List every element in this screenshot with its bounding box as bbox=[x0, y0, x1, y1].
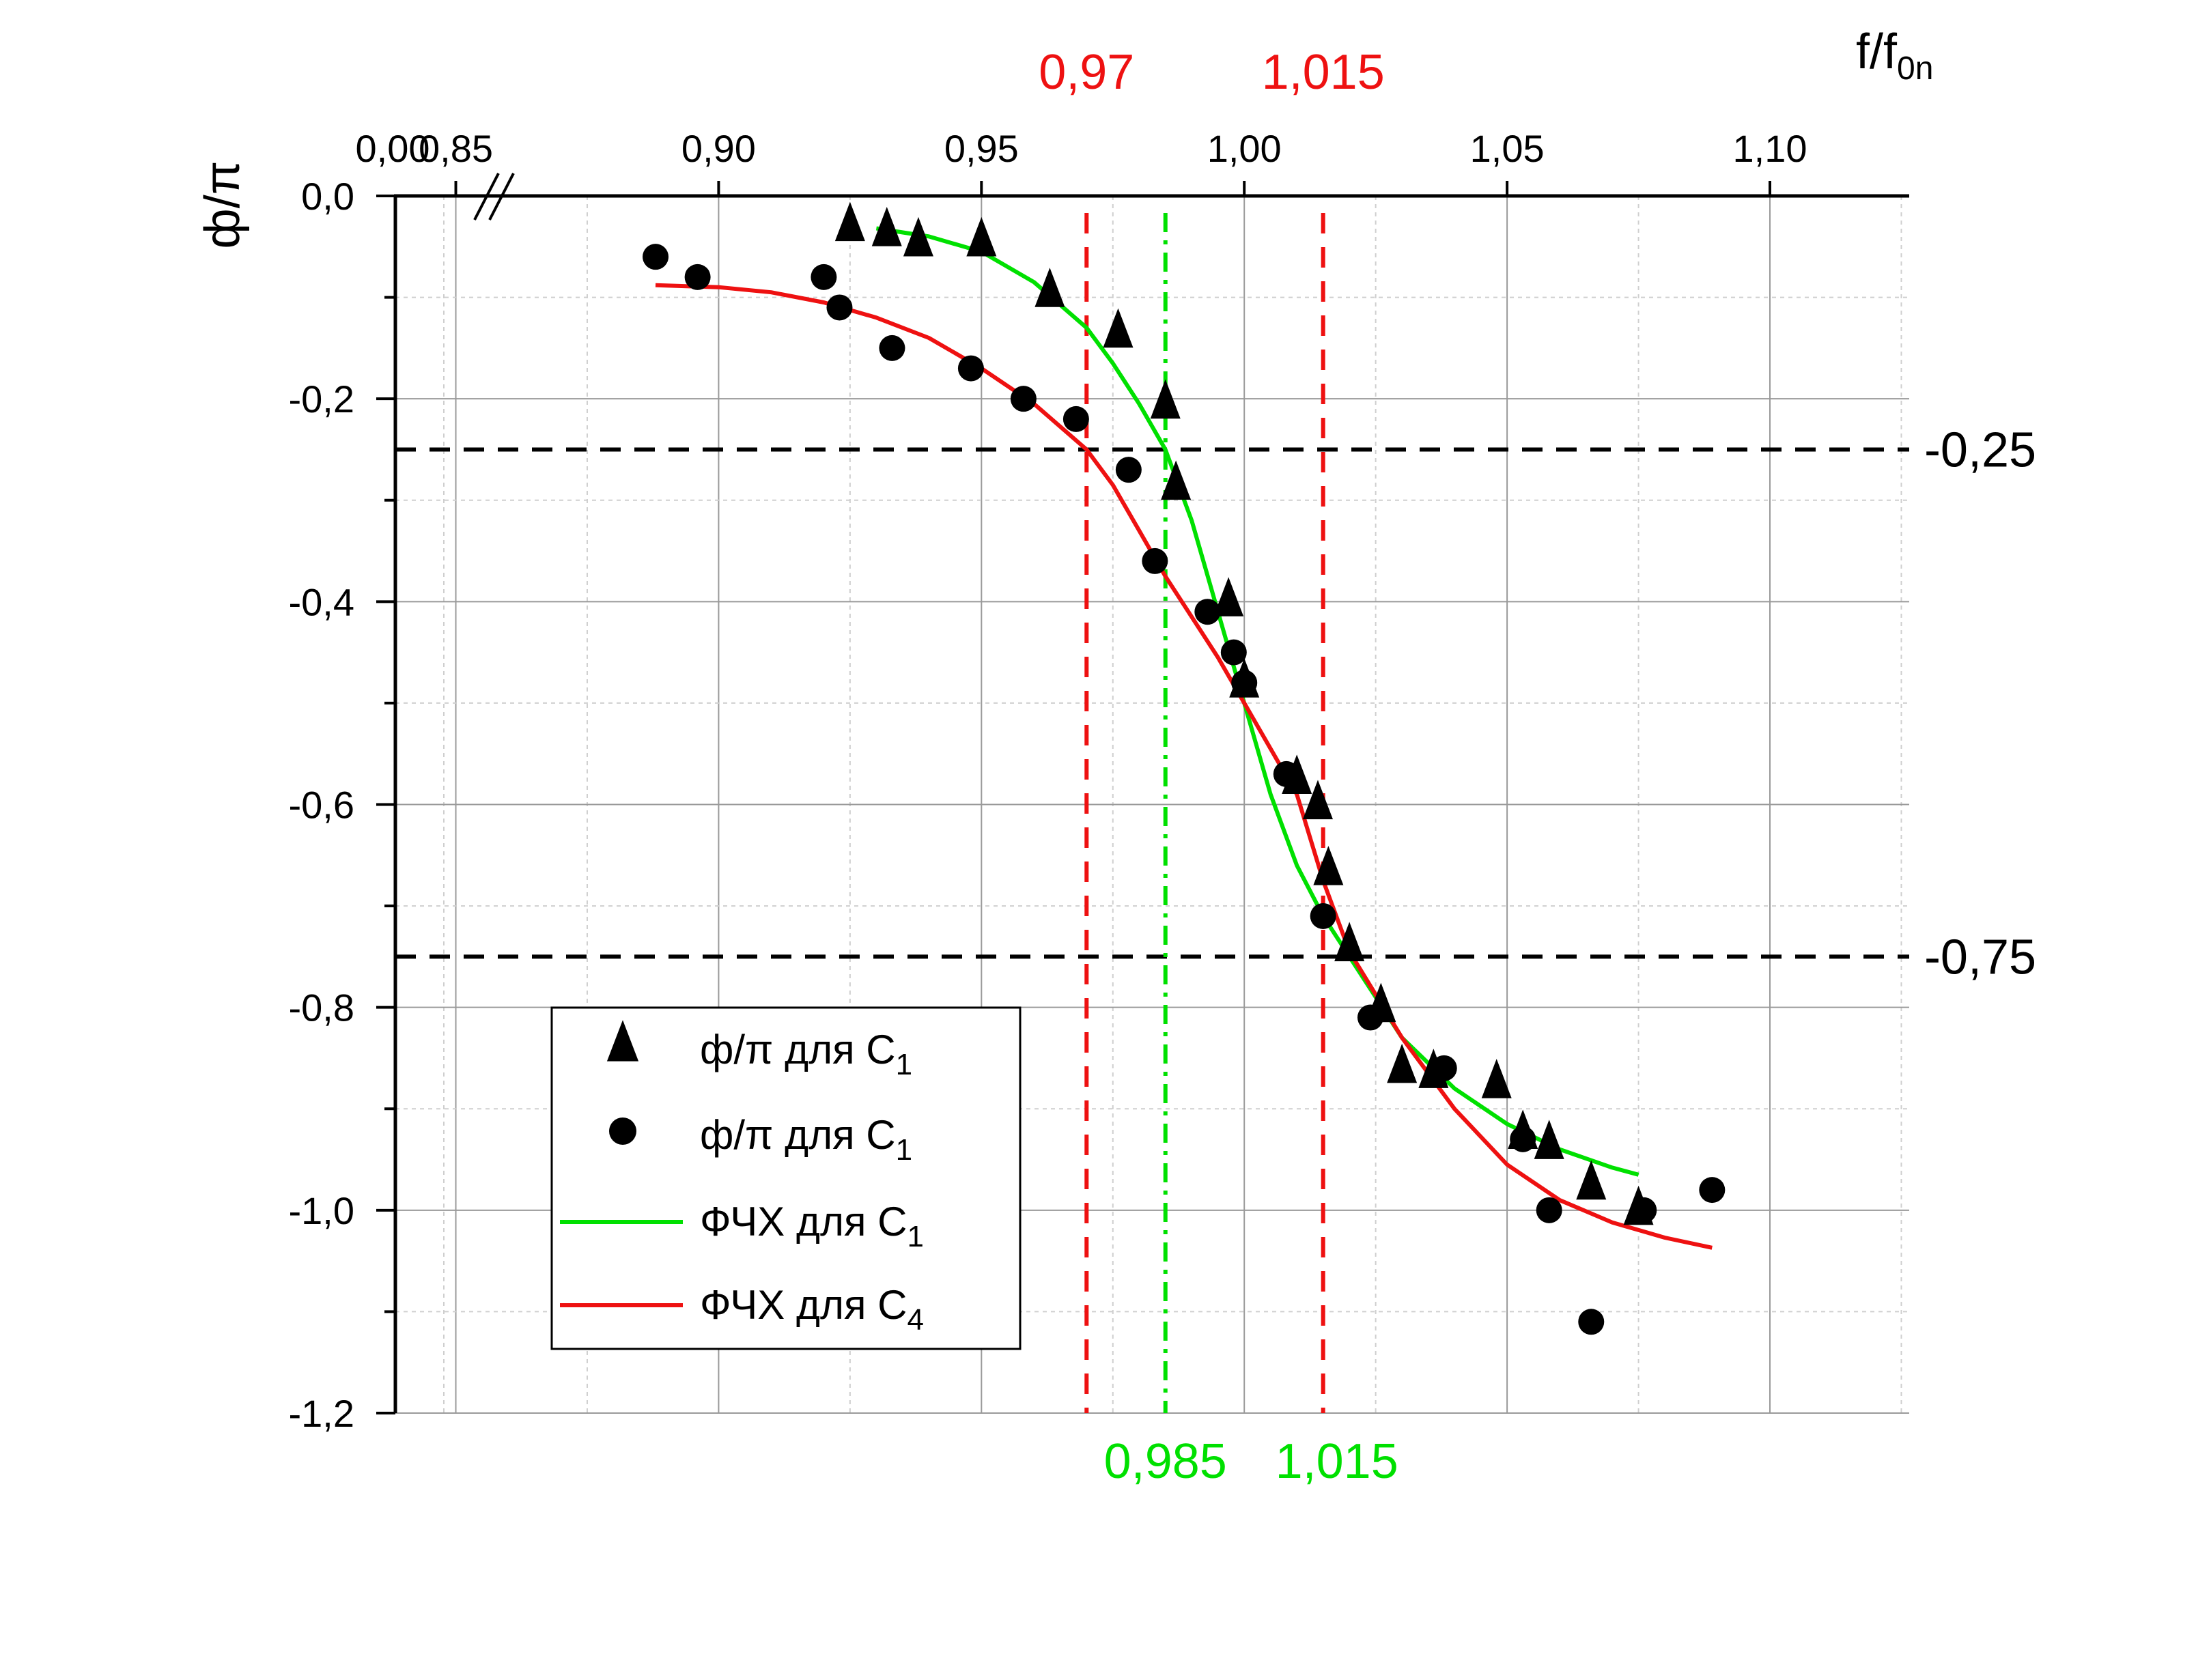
triangle-point bbox=[903, 216, 933, 257]
ticks: 0,85 0,90 0,95 1,00 1,05 1,10 0,000,0 -0,2 -0,4 -… bbox=[289, 127, 1807, 1435]
y-tick-label: -0,2 bbox=[289, 378, 355, 421]
legend-box bbox=[550, 1006, 1022, 1350]
triangle-point bbox=[834, 201, 865, 242]
hline-label: -0,75 bbox=[1924, 930, 2036, 984]
triangle-point bbox=[1387, 1043, 1418, 1083]
circle-point bbox=[1142, 547, 1168, 574]
x-axis-title-sub: 0n bbox=[1897, 51, 1933, 87]
circle-point bbox=[1220, 639, 1247, 666]
circle-point bbox=[1273, 760, 1299, 787]
triangle-point bbox=[1150, 379, 1181, 419]
y-axis-title: ф/π bbox=[195, 161, 250, 249]
triangle-point bbox=[1313, 846, 1344, 885]
x-tick-label: 0,95 bbox=[944, 127, 1019, 170]
x-axis-title: f/f0n bbox=[1856, 25, 1933, 87]
triangle-point bbox=[1334, 922, 1365, 962]
triangle-point bbox=[1161, 460, 1192, 500]
y-tick-label: 0,0 bbox=[301, 175, 354, 218]
x-tick-label: 0,85 bbox=[419, 127, 493, 170]
triangle-point bbox=[1302, 780, 1333, 820]
circle-point bbox=[1431, 1055, 1457, 1081]
triangle-point bbox=[1576, 1160, 1607, 1200]
y-tick-label: -0,6 bbox=[289, 784, 355, 827]
fit-curve-red bbox=[655, 283, 1713, 1250]
axis-break-mark bbox=[473, 173, 500, 220]
triangle-point bbox=[1034, 268, 1065, 307]
circle-point bbox=[1010, 386, 1037, 412]
legend-label: ФЧХ для C1 bbox=[700, 1199, 924, 1253]
circle-point bbox=[1631, 1197, 1657, 1223]
y-tick-label: -0,8 bbox=[289, 986, 355, 1029]
triangle-point bbox=[1481, 1059, 1512, 1098]
circle-point bbox=[826, 294, 853, 321]
triangle-point bbox=[1213, 577, 1244, 616]
hline-label: -0,25 bbox=[1924, 423, 2036, 477]
circle-point bbox=[811, 264, 837, 290]
x-tick-label: 0,90 bbox=[681, 127, 756, 170]
circle-point bbox=[1536, 1197, 1562, 1223]
legend-label: ф/π для C1 bbox=[700, 1027, 912, 1081]
circle-point bbox=[1699, 1177, 1726, 1204]
vline-label: 0,985 bbox=[1104, 1434, 1227, 1489]
x-break-tick-label: 0,00 bbox=[356, 127, 430, 170]
x-tick-label: 1,05 bbox=[1470, 127, 1545, 170]
triangle-point bbox=[1534, 1120, 1564, 1159]
y-tick-label: -1,2 bbox=[289, 1392, 355, 1435]
triangle-point bbox=[871, 207, 902, 246]
axis-break-mark bbox=[488, 173, 515, 220]
y-tick-label: -1,0 bbox=[289, 1189, 355, 1232]
x-tick-label: 1,00 bbox=[1207, 127, 1282, 170]
circle-point bbox=[1510, 1126, 1536, 1152]
circle-point bbox=[684, 264, 711, 290]
circle-point bbox=[1062, 405, 1089, 432]
triangle-point bbox=[1103, 308, 1134, 348]
data-markers bbox=[643, 201, 1726, 1335]
legend-triangle-symbol bbox=[606, 1020, 639, 1062]
vline-label: 1,015 bbox=[1262, 45, 1385, 100]
circle-point bbox=[1231, 670, 1258, 696]
legend: ф/π для C1 ф/π для C1 ФЧХ для C1 ФЧХ для C4 bbox=[550, 1006, 1022, 1350]
circle-point bbox=[1310, 902, 1336, 929]
legend-label: ФЧХ для C4 bbox=[700, 1282, 924, 1337]
bottom-extra-label: 1,015 bbox=[1276, 1434, 1398, 1489]
x-axis-title-main: f/f bbox=[1856, 25, 1898, 79]
legend-circle-symbol bbox=[609, 1117, 636, 1145]
circle-point bbox=[1578, 1309, 1605, 1335]
legend-label: ф/π для C1 bbox=[700, 1112, 912, 1167]
x-tick-label: 1,10 bbox=[1733, 127, 1807, 170]
reference-lines: -0,25 -0,75 0,97 0,985 1,015 1,015 bbox=[395, 45, 2036, 1489]
circle-point bbox=[1194, 599, 1221, 625]
circle-point bbox=[643, 244, 669, 270]
circle-point bbox=[879, 334, 905, 361]
y-tick-label: -0,4 bbox=[289, 580, 355, 623]
triangle-point bbox=[966, 216, 997, 257]
circle-point bbox=[1357, 1004, 1383, 1031]
circle-point bbox=[957, 355, 984, 382]
vline-label: 0,97 bbox=[1039, 45, 1134, 100]
circle-point bbox=[1115, 457, 1142, 483]
